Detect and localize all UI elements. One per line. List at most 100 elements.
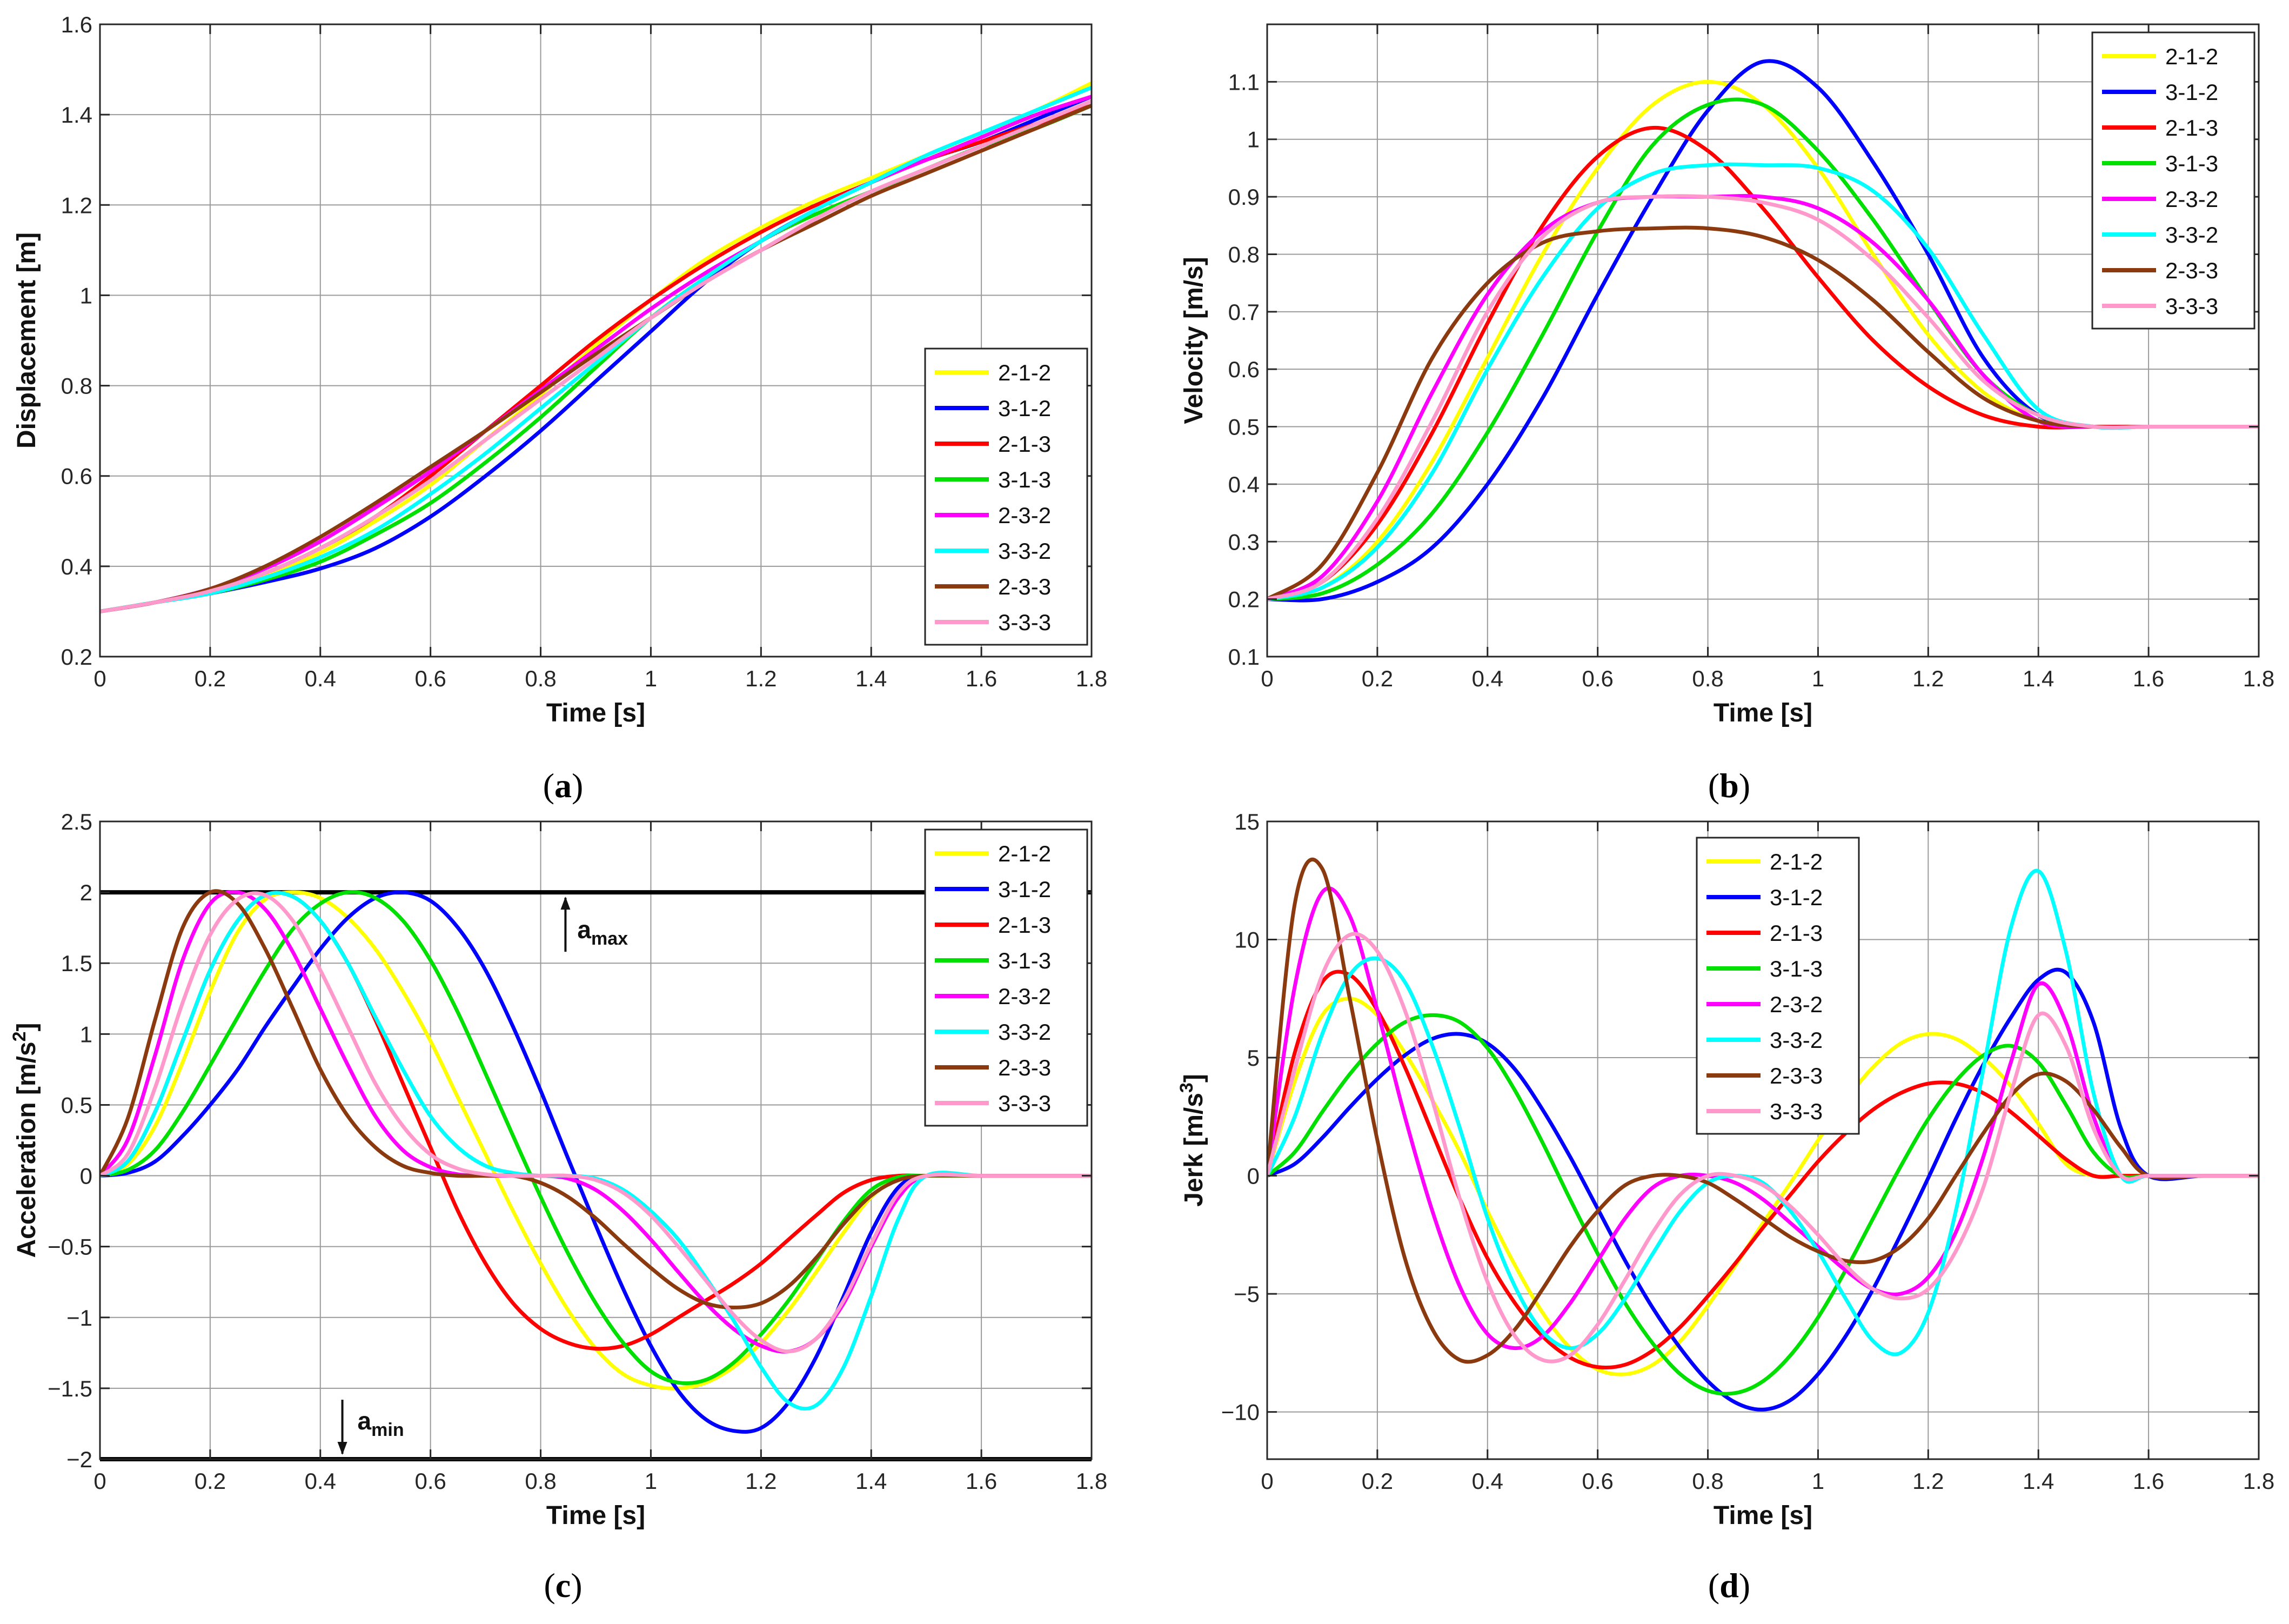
legend-entry: 2-3-3 [998, 574, 1051, 599]
series-line-3-1-3 [1267, 1013, 2259, 1396]
y-tick-label: 0.1 [1228, 644, 1260, 670]
legend-entry: 3-1-2 [2165, 79, 2218, 105]
x-tick-label: 1.4 [855, 1468, 887, 1494]
series-line-2-1-2 [1267, 997, 2259, 1376]
legend-entry: 3-1-2 [998, 877, 1051, 902]
x-tick-label: 1.6 [966, 666, 997, 691]
y-tick-label: 1.5 [61, 951, 92, 976]
plot-frame [1266, 23, 2260, 658]
y-tick-label: 15 [1234, 809, 1260, 834]
legend-entry: 3-3-3 [998, 1091, 1051, 1116]
y-tick-label: 1 [80, 283, 92, 308]
legend-box [1696, 837, 1860, 1135]
legend-entry: 3-3-2 [2165, 222, 2218, 248]
legend-entry: 2-3-2 [1770, 992, 1823, 1017]
y-tick-label: 0.8 [61, 373, 92, 399]
x-tick-label: 1 [1812, 1468, 1824, 1494]
y-tick-label: −2 [66, 1447, 92, 1472]
x-tick-label: 0.6 [414, 666, 446, 691]
x-tick-label: 0.8 [525, 1468, 556, 1494]
y-tick-label: 0.4 [1228, 472, 1260, 497]
y-tick-label: −1 [66, 1305, 92, 1331]
series-group [100, 81, 1092, 613]
y-tick-label: 1.1 [1228, 69, 1260, 95]
y-tick-label: 0.5 [1228, 415, 1260, 440]
x-axis-label: Time [s] [1714, 699, 1812, 727]
x-tick-label: 1.8 [2243, 666, 2274, 691]
series-line-3-3-3 [1267, 932, 2259, 1364]
y-tick-label: 0.8 [1228, 242, 1260, 267]
legend-entry: 3-1-3 [998, 948, 1051, 973]
y-tick-label: 10 [1234, 927, 1260, 953]
legend-entry: 2-1-2 [1770, 849, 1823, 874]
series-line-3-3-3 [100, 891, 1092, 1354]
legend-box [924, 347, 1088, 646]
legend-entry: 3-1-3 [1770, 956, 1823, 981]
panel-caption: (b) [1708, 766, 1750, 805]
chart-panel-a: 0 0.2 0.4 0.6 0.8 1 1.2 1.4 1.6 1.80.20.40.60.811… [12, 12, 1107, 805]
x-tick-label: 0.8 [1692, 1468, 1723, 1494]
y-tick-label: 0 [1247, 1164, 1260, 1189]
x-tick-label: 0.2 [1362, 666, 1393, 691]
series-line-2-3-3 [100, 889, 1092, 1309]
x-tick-label: 1.2 [1912, 666, 1944, 691]
x-tick-label: 0.8 [525, 666, 556, 691]
y-axis-label: Displacement [m] [12, 232, 41, 449]
x-tick-label: 0 [93, 666, 106, 691]
legend-entry: 3-1-2 [1770, 885, 1823, 910]
legend-entry: 2-3-3 [1770, 1063, 1823, 1088]
y-tick-label: 0 [80, 1164, 92, 1189]
x-tick-label: 1.4 [2023, 1468, 2054, 1494]
legend-box [924, 828, 1088, 1127]
x-tick-label: 1.6 [966, 1468, 997, 1494]
x-tick-label: 0.6 [414, 1468, 446, 1494]
legend-entry: 3-1-2 [998, 396, 1051, 421]
x-tick-label: 1 [645, 666, 657, 691]
series-line-3-1-2 [100, 890, 1092, 1434]
legend: 2-1-2 3-1-2 2-1-3 3-1-3 2-3-2 3-3-2 2-3-3 3-3-3 [924, 828, 1088, 1127]
y-tick-label: 1.4 [61, 102, 92, 128]
panel-caption: (c) [544, 1566, 582, 1605]
series-line-3-1-3 [100, 890, 1092, 1386]
series-line-2-3-3 [1267, 857, 2259, 1364]
x-tick-label: 0.2 [195, 666, 226, 691]
legend-entry: 2-1-3 [998, 431, 1051, 457]
x-tick-label: 1 [645, 1468, 657, 1494]
plot-frame [99, 820, 1093, 1460]
legend-entry: 3-3-2 [998, 1019, 1051, 1045]
y-tick-label: −0.5 [48, 1234, 92, 1260]
x-tick-label: 0 [93, 1468, 106, 1494]
plot-frame [1266, 820, 2260, 1460]
legend-entry: 2-1-3 [998, 912, 1051, 938]
legend-entry: 3-1-3 [998, 467, 1051, 492]
x-tick-label: 1.8 [2243, 1468, 2274, 1494]
legend: 2-1-2 3-1-2 2-1-3 3-1-3 2-3-2 3-3-2 2-3-3 3-3-3 [2091, 31, 2255, 330]
legend-entry: 3-3-3 [998, 610, 1051, 635]
legend: 2-1-2 3-1-2 2-1-3 3-1-3 2-3-2 3-3-2 2-3-3 3-3-3 [1696, 837, 1860, 1135]
legend-entry: 2-3-2 [2165, 186, 2218, 212]
legend-entry: 2-3-3 [2165, 258, 2218, 283]
legend-entry: 2-1-2 [2165, 44, 2218, 69]
x-tick-label: 0.2 [195, 1468, 226, 1494]
y-axis-label: Jerk [m/s3] [1176, 1074, 1208, 1207]
y-tick-label: −10 [1221, 1400, 1260, 1425]
legend-entry: 2-1-3 [1770, 920, 1823, 946]
y-tick-label: 1 [1247, 127, 1260, 152]
x-tick-label: 0 [1261, 666, 1273, 691]
series-line-3-3-2 [100, 85, 1092, 613]
x-tick-label: 1.2 [1912, 1468, 1944, 1494]
y-tick-label: 0.6 [61, 464, 92, 489]
legend-entry: 3-3-2 [1770, 1027, 1823, 1053]
y-tick-label: −1.5 [48, 1376, 92, 1401]
x-tick-label: 0.4 [1472, 666, 1503, 691]
x-axis-label: Time [s] [1714, 1501, 1812, 1530]
series-line-2-3-3 [100, 103, 1092, 613]
chart-panel-d: 0 0.2 0.4 0.6 0.8 1 1.2 1.4 1.6 1.8 −10 −5 0 5 10 15 Tim… [1176, 809, 2274, 1605]
legend-box [2091, 31, 2255, 330]
y-tick-label: −5 [1234, 1281, 1260, 1307]
x-tick-label: 0.2 [1362, 1468, 1393, 1494]
legend-entry: 2-3-2 [998, 503, 1051, 528]
legend-entry: 3-1-3 [2165, 151, 2218, 176]
arrowhead-icon [337, 1442, 347, 1455]
x-tick-label: 0.8 [1692, 666, 1723, 691]
